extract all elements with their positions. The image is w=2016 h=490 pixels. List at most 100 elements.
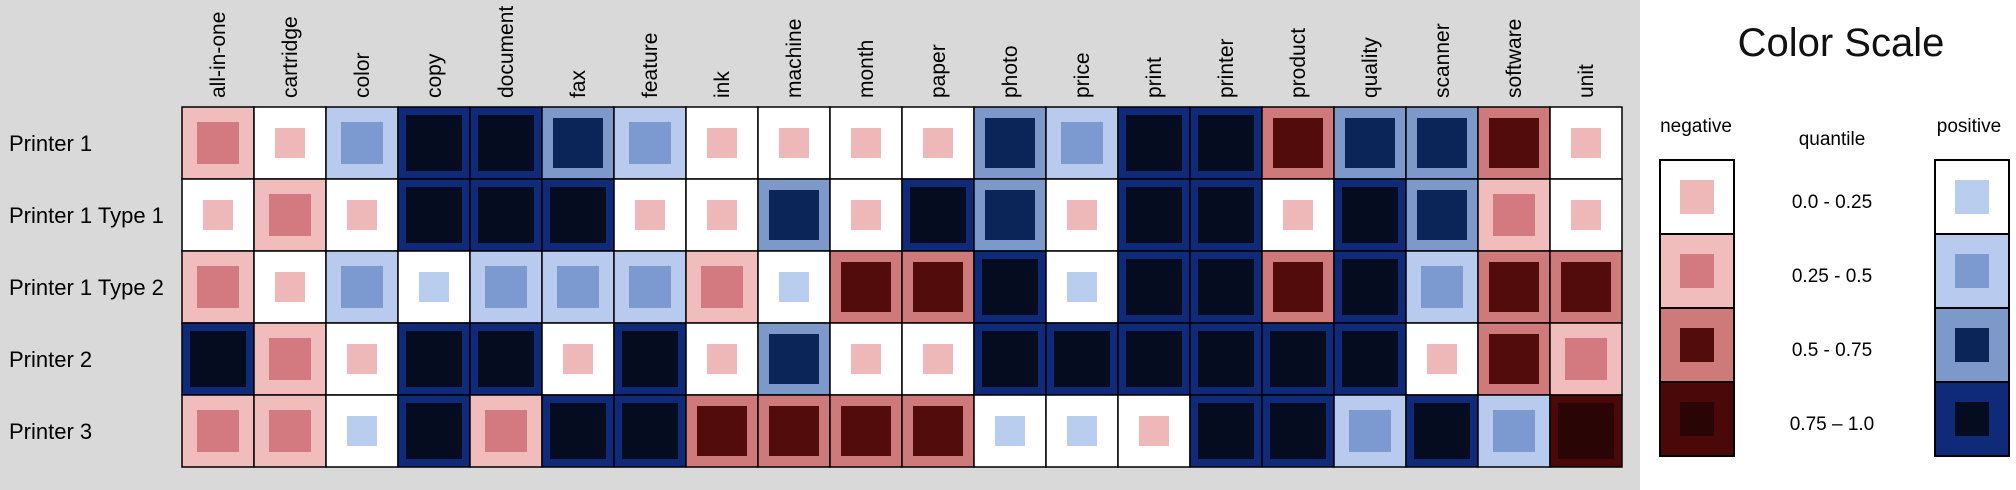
heatmap-marker xyxy=(275,272,305,302)
heatmap-marker xyxy=(406,403,462,459)
heatmap-marker xyxy=(406,187,462,243)
legend-range-4: 0.75 – 1.0 xyxy=(1790,414,1875,435)
heatmap-marker xyxy=(697,406,747,456)
legend-swatch-marker xyxy=(1955,328,1989,362)
legend-range-2: 0.25 - 0.5 xyxy=(1792,266,1872,287)
heatmap-marker xyxy=(779,272,809,302)
heatmap-marker xyxy=(1349,410,1391,452)
heatmap-marker xyxy=(1493,410,1535,452)
heatmap-cell xyxy=(1477,178,1551,252)
heatmap-marker xyxy=(1342,259,1398,315)
heatmap-marker xyxy=(550,187,606,243)
row-label: Printer 3 xyxy=(9,419,92,444)
heatmap-marker xyxy=(769,406,819,456)
legend-negative-label: negative xyxy=(1660,116,1732,137)
heatmap-marker xyxy=(1417,190,1467,240)
heatmap-marker xyxy=(1198,259,1254,315)
heatmap-marker xyxy=(478,331,534,387)
heatmap-marker xyxy=(1067,416,1097,446)
column-label: ink xyxy=(711,71,734,98)
row-label: Printer 2 xyxy=(9,347,92,372)
heatmap-marker xyxy=(1558,403,1614,459)
heatmap-marker xyxy=(707,128,737,158)
column-label: color xyxy=(351,52,374,98)
heatmap-marker xyxy=(1561,262,1611,312)
heatmap-marker xyxy=(635,200,665,230)
column-label: quality xyxy=(1359,37,1382,98)
heatmap-marker xyxy=(406,331,462,387)
heatmap-marker xyxy=(1427,344,1457,374)
heatmap-marker xyxy=(485,266,527,308)
heatmap-marker xyxy=(197,266,239,308)
heatmap: all-in-one cartridge color copy document fax f… xyxy=(9,6,1623,468)
legend-swatch xyxy=(1659,159,1735,235)
heatmap-marker xyxy=(1270,331,1326,387)
heatmap-marker xyxy=(341,122,383,164)
heatmap-marker xyxy=(1126,187,1182,243)
heatmap-marker xyxy=(851,200,881,230)
legend-swatch-marker xyxy=(1680,328,1714,362)
heatmap-marker xyxy=(923,128,953,158)
heatmap-marker xyxy=(707,344,737,374)
row-label: Printer 1 Type 1 xyxy=(9,203,164,228)
heatmap-marker xyxy=(1571,128,1601,158)
heatmap-marker xyxy=(1198,187,1254,243)
heatmap-marker xyxy=(485,410,527,452)
heatmap-marker xyxy=(1489,262,1539,312)
heatmap-marker xyxy=(851,344,881,374)
heatmap-marker xyxy=(553,118,603,168)
heatmap-marker xyxy=(985,118,1035,168)
heatmap-marker xyxy=(841,406,891,456)
heatmap-marker xyxy=(1139,416,1169,446)
heatmap-marker xyxy=(1342,331,1398,387)
heatmap-marker xyxy=(1342,187,1398,243)
heatmap-marker xyxy=(769,190,819,240)
heatmap-marker xyxy=(1489,118,1539,168)
heatmap-marker xyxy=(563,344,593,374)
column-label: month xyxy=(855,40,878,98)
heatmap-marker xyxy=(913,406,963,456)
column-label: document xyxy=(495,6,518,98)
heatmap-marker xyxy=(1273,262,1323,312)
heatmap-panel: all-in-one cartridge color copy document fax f… xyxy=(0,0,1640,490)
heatmap-marker xyxy=(347,416,377,446)
heatmap-marker xyxy=(341,266,383,308)
legend-range-3: 0.5 - 0.75 xyxy=(1792,340,1872,361)
heatmap-marker xyxy=(707,200,737,230)
legend-swatch-marker xyxy=(1680,254,1714,288)
column-label: cartridge xyxy=(279,16,302,98)
heatmap-marker xyxy=(269,338,311,380)
heatmap-marker xyxy=(1489,334,1539,384)
legend-swatch-marker xyxy=(1680,402,1714,436)
column-label: scanner xyxy=(1431,23,1454,98)
heatmap-marker xyxy=(478,115,534,171)
heatmap-marker xyxy=(1270,403,1326,459)
heatmap-marker xyxy=(269,194,311,236)
heatmap-marker xyxy=(1126,259,1182,315)
column-label: paper xyxy=(927,44,950,98)
column-label: software xyxy=(1503,19,1526,98)
heatmap-marker xyxy=(550,403,606,459)
heatmap-marker xyxy=(406,115,462,171)
column-label: copy xyxy=(423,53,446,98)
legend-quantile-label: quantile xyxy=(1799,129,1866,150)
heatmap-marker xyxy=(1283,200,1313,230)
heatmap-marker xyxy=(347,200,377,230)
heatmap-marker xyxy=(995,416,1025,446)
heatmap-marker xyxy=(1054,331,1110,387)
legend-ranges: 0.0 - 0.25 0.25 - 0.5 0.5 - 0.75 0.75 – … xyxy=(1790,192,1875,435)
heatmap-marker xyxy=(1345,118,1395,168)
column-label: photo xyxy=(999,45,1022,98)
heatmap-marker xyxy=(1126,115,1182,171)
heatmap-marker xyxy=(701,266,743,308)
column-label: all-in-one xyxy=(207,12,230,98)
heatmap-marker xyxy=(622,331,678,387)
column-label: print xyxy=(1143,57,1166,98)
legend-negative-swatches xyxy=(1659,159,1735,457)
column-label: feature xyxy=(639,33,662,98)
heatmap-cell xyxy=(685,106,759,180)
column-label: product xyxy=(1287,28,1310,98)
heatmap-marker xyxy=(1198,331,1254,387)
legend-swatch-marker xyxy=(1955,402,1989,436)
color-scale-legend: Color Scale negative quantile positive 0… xyxy=(1640,0,2016,490)
